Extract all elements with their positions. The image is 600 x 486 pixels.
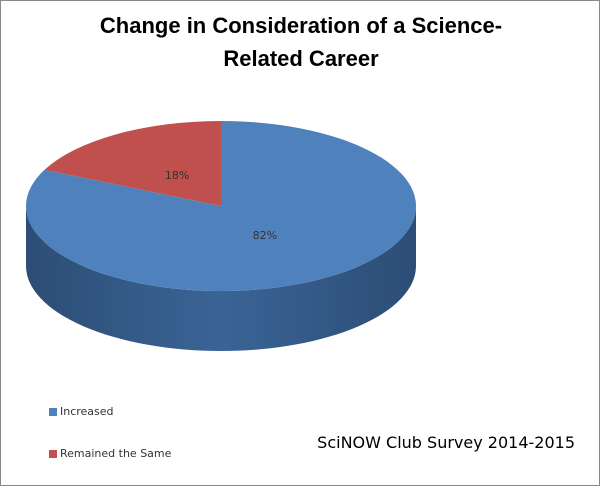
legend-swatch — [49, 408, 57, 416]
pie-slice — [26, 121, 416, 292]
pie-side — [26, 206, 416, 351]
legend-label: Increased — [60, 405, 114, 418]
data-label: 18% — [165, 169, 189, 182]
annotation: SciNOW Club Survey 2014-2015 — [317, 433, 575, 452]
data-label: 82% — [253, 229, 277, 242]
chart-title: Change in Consideration of a Science-Rel… — [99, 13, 503, 71]
pie-slice — [44, 121, 222, 206]
legend-swatch — [49, 450, 57, 458]
legend-label: Remained the Same — [60, 447, 172, 460]
